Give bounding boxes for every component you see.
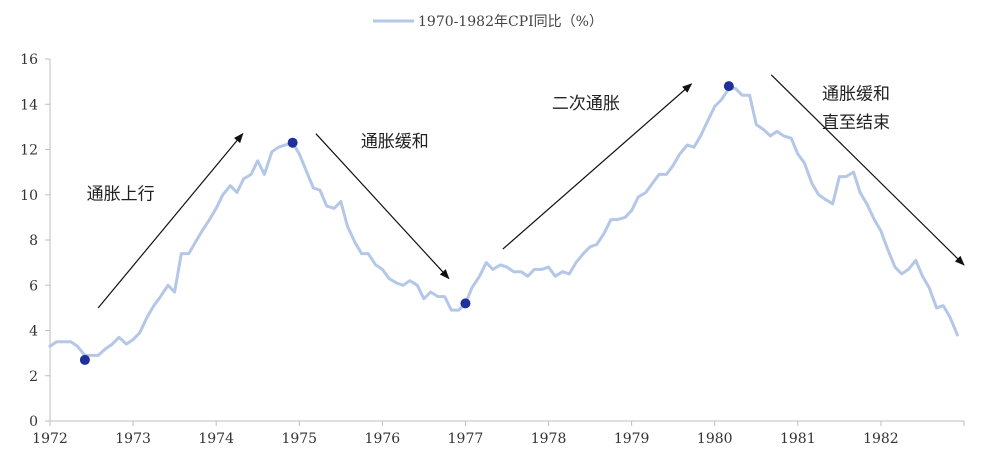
series-line-0 <box>48 86 959 357</box>
x-tick-label: 1974 <box>198 431 234 447</box>
annotation-label: 直至结束 <box>822 113 890 133</box>
x-tick-label: 1976 <box>365 431 401 447</box>
highlight-point <box>460 298 471 309</box>
legend-label: 1970-1982年CPI同比（%） <box>418 14 603 30</box>
x-tick-label: 1975 <box>281 431 317 447</box>
annotation-label: 通胀缓和 <box>822 85 890 105</box>
annotation-label: 通胀缓和 <box>361 132 429 152</box>
highlight-point <box>79 354 90 365</box>
y-tick-label: 2 <box>29 369 38 385</box>
y-tick-label: 6 <box>29 278 38 294</box>
trend-arrow <box>315 133 450 280</box>
x-tick-label: 1981 <box>780 431 816 447</box>
trend-arrow <box>770 74 965 266</box>
y-tick-label: 4 <box>29 324 38 340</box>
x-tick-label: 1978 <box>531 431 567 447</box>
x-tick-label: 1982 <box>863 431 899 447</box>
highlight-point <box>287 137 298 148</box>
axes: 0 2 4 6 8 10 12 14 16 1972 1973 1974 1975 1976 1977 197… <box>20 52 965 447</box>
annotation-label: 二次通胀 <box>552 94 620 114</box>
y-tick-label: 10 <box>20 188 38 204</box>
y-tick-label: 8 <box>29 233 38 249</box>
plot-area <box>48 81 959 365</box>
highlight-point <box>723 81 734 92</box>
legend: 1970-1982年CPI同比（%） <box>373 14 603 30</box>
y-tick-label: 12 <box>20 143 38 159</box>
x-tick-label: 1980 <box>697 431 733 447</box>
y-tick-label: 14 <box>20 97 38 113</box>
x-tick-label: 1973 <box>115 431 151 447</box>
x-tick-label: 1972 <box>32 431 68 447</box>
y-tick-label: 0 <box>29 414 38 430</box>
y-tick-label: 16 <box>20 52 38 68</box>
trend-arrow <box>97 132 244 309</box>
x-tick-label: 1977 <box>448 431 484 447</box>
annotation-label: 通胀上行 <box>87 184 155 204</box>
x-tick-label: 1979 <box>614 431 650 447</box>
trend-arrow <box>502 83 693 250</box>
